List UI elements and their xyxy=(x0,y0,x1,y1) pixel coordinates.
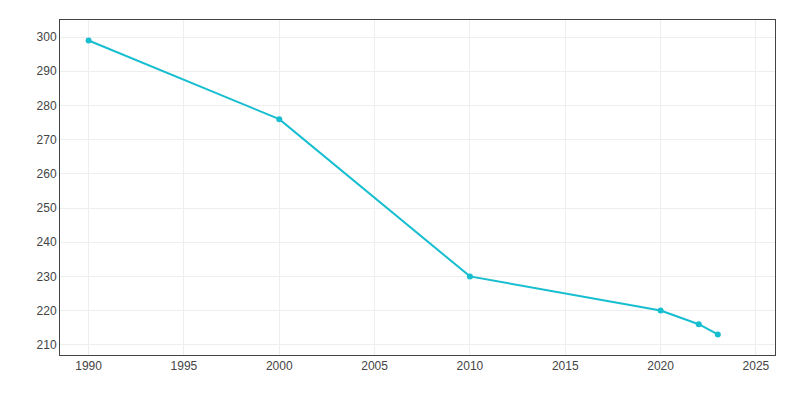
svg-text:220: 220 xyxy=(37,304,57,318)
svg-text:1995: 1995 xyxy=(171,359,198,373)
svg-text:270: 270 xyxy=(37,133,57,147)
svg-text:2005: 2005 xyxy=(361,359,388,373)
svg-text:210: 210 xyxy=(37,338,57,352)
svg-text:300: 300 xyxy=(37,30,57,44)
svg-text:290: 290 xyxy=(37,64,57,78)
svg-text:2020: 2020 xyxy=(647,359,674,373)
svg-text:230: 230 xyxy=(37,270,57,284)
svg-text:1990: 1990 xyxy=(75,359,102,373)
svg-text:260: 260 xyxy=(37,167,57,181)
svg-text:2015: 2015 xyxy=(552,359,579,373)
svg-text:280: 280 xyxy=(37,99,57,113)
svg-text:250: 250 xyxy=(37,201,57,215)
svg-text:240: 240 xyxy=(37,235,57,249)
svg-text:2010: 2010 xyxy=(457,359,484,373)
svg-text:2025: 2025 xyxy=(743,359,770,373)
svg-text:2000: 2000 xyxy=(266,359,293,373)
